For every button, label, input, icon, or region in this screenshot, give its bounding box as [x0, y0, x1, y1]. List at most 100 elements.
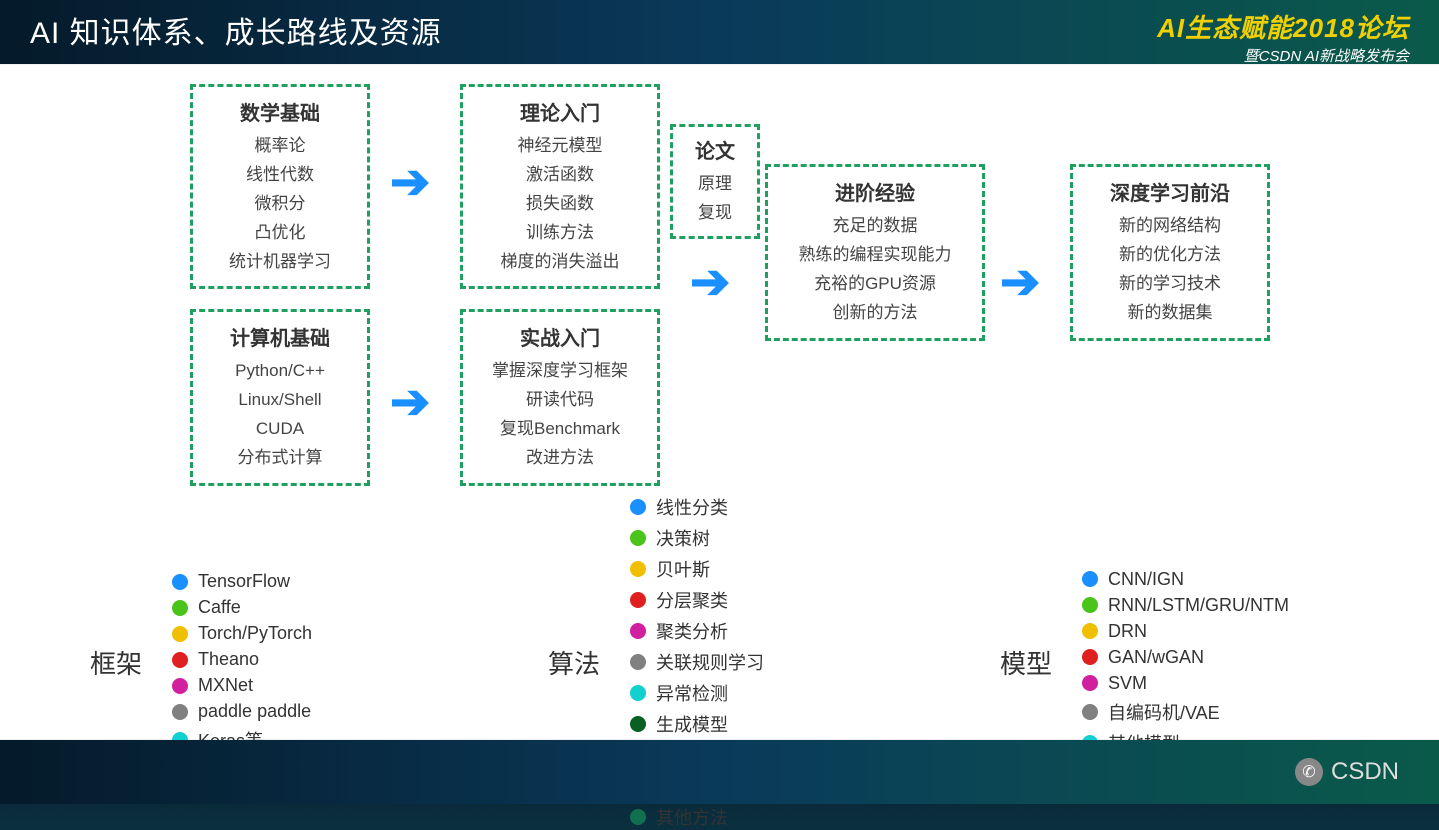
bullet-icon — [172, 574, 188, 590]
box-item: 新的数据集 — [1091, 299, 1249, 328]
box-item: 复现Benchmark — [481, 415, 639, 444]
bullet-icon — [1082, 649, 1098, 665]
list-item: Caffe — [172, 597, 312, 618]
list-item: 关联规则学习 — [630, 649, 764, 675]
footer: ✆ CSDN — [0, 740, 1439, 804]
list-item: DRN — [1082, 621, 1289, 642]
box-title: 进阶经验 — [786, 177, 964, 206]
list-item-text: Theano — [198, 649, 259, 670]
list-item-text: 决策树 — [656, 525, 710, 551]
list-item-text: Torch/PyTorch — [198, 623, 312, 644]
box-item: 新的优化方法 — [1091, 241, 1249, 270]
list-label: 模型 — [1000, 644, 1052, 681]
list-item-text: 聚类分析 — [656, 618, 728, 644]
bullet-icon — [630, 809, 646, 825]
bullet-icon — [172, 600, 188, 616]
list-item-text: TensorFlow — [198, 571, 290, 592]
box-item: 线性代数 — [211, 161, 349, 190]
list: TensorFlow Caffe Torch/PyTorch Theano MXNet p… — [172, 571, 312, 753]
list-item-text: 贝叶斯 — [656, 556, 710, 582]
list-item-text: CNN/IGN — [1108, 569, 1184, 590]
box-item: Linux/Shell — [211, 386, 349, 415]
header: AI 知识体系、成长路线及资源 AI生态赋能2018论坛 暨CSDN AI新战略… — [0, 0, 1439, 64]
list-item: 其他方法 — [630, 804, 764, 830]
list: CNN/IGN RNN/LSTM/GRU/NTM DRN GAN/wGAN SVM 自编码… — [1082, 569, 1289, 756]
list-item: Theano — [172, 649, 312, 670]
box-math: 数学基础 概率论 线性代数 微积分 凸优化 统计机器学习 — [190, 84, 370, 289]
list-item: 贝叶斯 — [630, 556, 764, 582]
bullet-icon — [630, 499, 646, 515]
bullet-icon — [1082, 597, 1098, 613]
list-item: 分层聚类 — [630, 587, 764, 613]
box-item: 充裕的GPU资源 — [786, 270, 964, 299]
list-label: 算法 — [548, 644, 600, 681]
box-item: 充足的数据 — [786, 212, 964, 241]
bullet-icon — [630, 654, 646, 670]
list-item: 生成模型 — [630, 711, 764, 737]
arrow-icon: ➔ — [1000, 254, 1040, 310]
list-item-text: GAN/wGAN — [1108, 647, 1204, 668]
box-advanced: 进阶经验 充足的数据 熟练的编程实现能力 充裕的GPU资源 创新的方法 — [765, 164, 985, 341]
bullet-icon — [630, 530, 646, 546]
bullet-icon — [1082, 623, 1098, 639]
box-item: CUDA — [211, 415, 349, 444]
box-frontier: 深度学习前沿 新的网络结构 新的优化方法 新的学习技术 新的数据集 — [1070, 164, 1270, 341]
list-item: TensorFlow — [172, 571, 312, 592]
list-item: paddle paddle — [172, 701, 312, 722]
brand-subtitle: 暨CSDN AI新战略发布会 — [1157, 45, 1409, 66]
box-title: 数学基础 — [211, 97, 349, 126]
box-item: 损失函数 — [481, 190, 639, 219]
box-item: 概率论 — [211, 132, 349, 161]
bullet-icon — [630, 561, 646, 577]
list-item: Torch/PyTorch — [172, 623, 312, 644]
box-item: 创新的方法 — [786, 299, 964, 328]
bullet-icon — [172, 626, 188, 642]
list-item-text: 线性分类 — [656, 494, 728, 520]
footer-text: CSDN — [1331, 758, 1399, 786]
list-item-text: RNN/LSTM/GRU/NTM — [1108, 595, 1289, 616]
list-item-text: Caffe — [198, 597, 241, 618]
box-title: 理论入门 — [481, 97, 639, 126]
box-title: 实战入门 — [481, 322, 639, 351]
box-title: 计算机基础 — [211, 322, 349, 351]
box-cs: 计算机基础 Python/C++ Linux/Shell CUDA 分布式计算 — [190, 309, 370, 486]
box-title: 深度学习前沿 — [1091, 177, 1249, 206]
box-practice: 实战入门 掌握深度学习框架 研读代码 复现Benchmark 改进方法 — [460, 309, 660, 486]
list-item: 自编码机/VAE — [1082, 699, 1289, 725]
list-item-text: 自编码机/VAE — [1108, 699, 1220, 725]
list-item: RNN/LSTM/GRU/NTM — [1082, 595, 1289, 616]
box-paper: 论文 原理 复现 — [670, 124, 760, 239]
list-item: 异常检测 — [630, 680, 764, 706]
bullet-icon — [172, 704, 188, 720]
bullet-icon — [630, 716, 646, 732]
box-item: 梯度的消失溢出 — [481, 248, 639, 277]
bullet-icon — [1082, 675, 1098, 691]
box-item: 新的学习技术 — [1091, 270, 1249, 299]
list-item-text: DRN — [1108, 621, 1147, 642]
bullet-icon — [630, 623, 646, 639]
list-item-text: paddle paddle — [198, 701, 311, 722]
list-item-text: MXNet — [198, 675, 253, 696]
arrow-icon: ➔ — [690, 254, 730, 310]
bullet-icon — [172, 678, 188, 694]
list-item-text: 其他方法 — [656, 804, 728, 830]
list-item: 聚类分析 — [630, 618, 764, 644]
box-item: 原理 — [683, 170, 747, 199]
flow-diagram: 数学基础 概率论 线性代数 微积分 凸优化 统计机器学习 计算机基础 Pytho… — [90, 84, 1349, 484]
box-item: 激活函数 — [481, 161, 639, 190]
box-item: 改进方法 — [481, 444, 639, 473]
brand: AI生态赋能2018论坛 暨CSDN AI新战略发布会 — [1157, 8, 1409, 66]
box-item: 训练方法 — [481, 219, 639, 248]
brand-title: AI生态赋能2018论坛 — [1157, 8, 1409, 45]
list-item-text: SVM — [1108, 673, 1147, 694]
box-item: 研读代码 — [481, 386, 639, 415]
list-item-text: 生成模型 — [656, 711, 728, 737]
wechat-icon: ✆ — [1295, 758, 1323, 786]
list-item: CNN/IGN — [1082, 569, 1289, 590]
box-theory: 理论入门 神经元模型 激活函数 损失函数 训练方法 梯度的消失溢出 — [460, 84, 660, 289]
box-item: Python/C++ — [211, 357, 349, 386]
bullet-icon — [1082, 704, 1098, 720]
list-item: MXNet — [172, 675, 312, 696]
box-item: 微积分 — [211, 190, 349, 219]
bullet-icon — [1082, 571, 1098, 587]
